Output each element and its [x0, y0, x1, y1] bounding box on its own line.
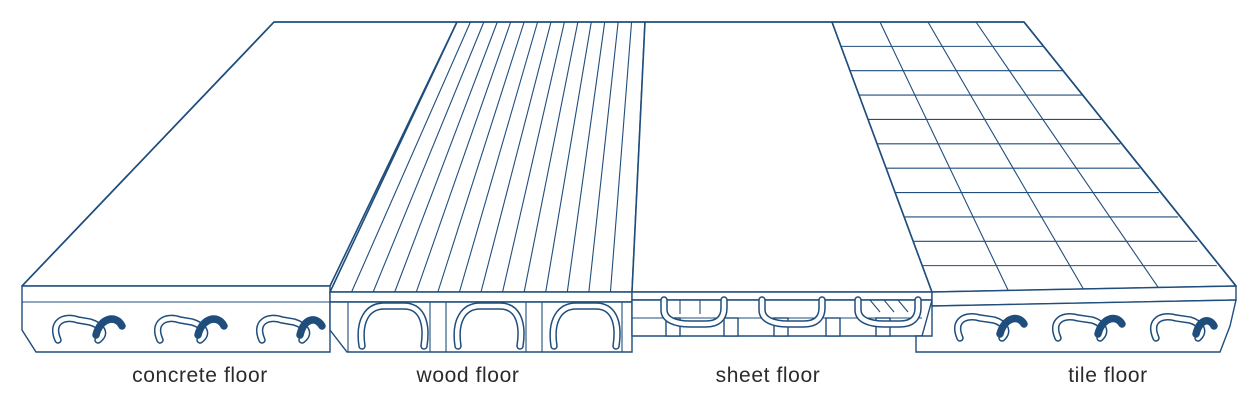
- label-wood-floor: wood floor: [416, 364, 520, 387]
- floor-slab-outline: [21, 21, 1237, 287]
- label-sheet-floor: sheet floor: [715, 364, 821, 387]
- tile-grid-line: [927, 21, 1085, 291]
- sheet-heating-pipes: [660, 296, 922, 328]
- tile-grid-line: [879, 21, 1009, 291]
- wood-plank-line: [458, 21, 539, 293]
- tile-grid-line: [975, 21, 1161, 291]
- concrete-heating-pipes: [52, 314, 326, 344]
- wood-plank-line: [480, 21, 552, 293]
- tile-grid: [841, 21, 1217, 291]
- wood-plank-line: [609, 21, 633, 293]
- tile-heating-pipes: [954, 313, 1218, 342]
- wood-planks: [351, 21, 633, 293]
- concrete-floor-section: [21, 21, 458, 353]
- wood-plank-line: [588, 21, 619, 293]
- wood-plank-line: [523, 21, 579, 293]
- label-concrete-floor: concrete floor: [132, 364, 268, 387]
- label-tile-floor: tile floor: [1068, 364, 1148, 387]
- wood-plank-line: [502, 21, 565, 293]
- wood-plank-line: [566, 21, 606, 293]
- wood-plank-line: [351, 21, 471, 293]
- wood-floor-section: [329, 21, 646, 353]
- wood-plank-line: [415, 21, 512, 293]
- wood-plank-line: [372, 21, 485, 293]
- wood-joists: [347, 302, 623, 352]
- wood-heating-pipes: [357, 302, 621, 350]
- wood-plank-line: [437, 21, 525, 293]
- wood-plank-line: [545, 21, 592, 293]
- wood-plank-line: [394, 21, 498, 293]
